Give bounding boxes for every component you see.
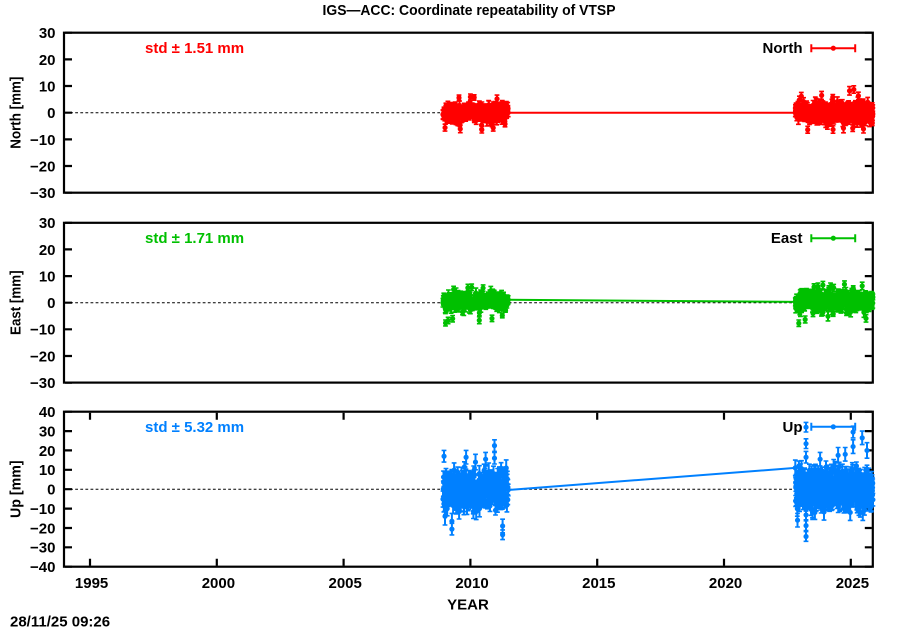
svg-text:North [mm]: North [mm] <box>8 77 25 149</box>
svg-text:−40: −40 <box>30 559 55 576</box>
svg-text:−30: −30 <box>30 375 55 392</box>
svg-text:0: 0 <box>47 105 55 122</box>
svg-text:30: 30 <box>39 424 56 441</box>
svg-text:2010: 2010 <box>455 575 488 592</box>
svg-text:−20: −20 <box>30 348 55 365</box>
svg-text:20: 20 <box>39 242 56 259</box>
svg-text:East [mm]: East [mm] <box>8 270 25 335</box>
svg-text:−10: −10 <box>30 132 55 149</box>
svg-text:10: 10 <box>39 78 56 95</box>
svg-text:std ± 1.71 mm: std ± 1.71 mm <box>145 230 244 247</box>
svg-text:IGS—ACC: Coordinate repeatabil: IGS—ACC: Coordinate repeatability of VTS… <box>323 2 616 19</box>
svg-text:−20: −20 <box>30 158 55 175</box>
svg-text:10: 10 <box>39 462 56 479</box>
svg-text:0: 0 <box>47 482 55 499</box>
svg-text:40: 40 <box>39 404 56 421</box>
svg-text:2020: 2020 <box>709 575 742 592</box>
svg-text:Up: Up <box>783 419 803 436</box>
svg-text:North: North <box>763 40 803 57</box>
svg-text:10: 10 <box>39 269 56 286</box>
svg-text:2015: 2015 <box>582 575 615 592</box>
svg-text:2000: 2000 <box>202 575 235 592</box>
svg-text:28/11/25 09:26: 28/11/25 09:26 <box>10 614 110 630</box>
svg-text:−10: −10 <box>30 501 55 518</box>
svg-text:2005: 2005 <box>329 575 362 592</box>
svg-text:0: 0 <box>47 295 55 312</box>
svg-text:−30: −30 <box>30 185 55 202</box>
svg-text:Up [mm]: Up [mm] <box>8 460 25 518</box>
svg-text:−10: −10 <box>30 322 55 339</box>
svg-text:30: 30 <box>39 215 56 232</box>
svg-text:−30: −30 <box>30 540 55 557</box>
svg-text:20: 20 <box>39 52 56 69</box>
svg-text:20: 20 <box>39 443 56 460</box>
svg-text:std ± 5.32 mm: std ± 5.32 mm <box>145 419 244 436</box>
svg-text:YEAR: YEAR <box>447 597 489 614</box>
svg-text:East: East <box>771 230 803 247</box>
svg-text:std ± 1.51 mm: std ± 1.51 mm <box>145 40 244 57</box>
svg-text:1995: 1995 <box>75 575 108 592</box>
svg-text:−20: −20 <box>30 520 55 537</box>
svg-text:2025: 2025 <box>836 575 869 592</box>
svg-text:30: 30 <box>39 25 56 42</box>
